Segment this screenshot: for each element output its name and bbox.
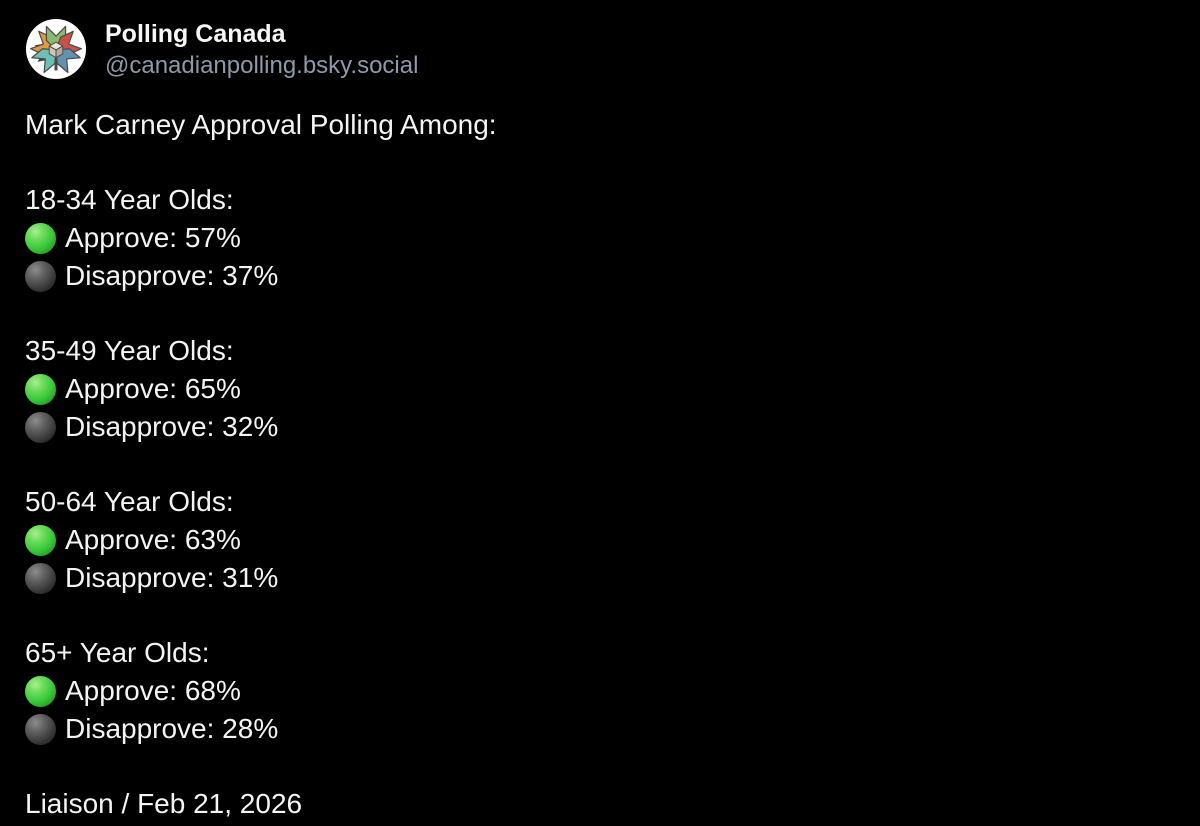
green-circle-icon [25, 524, 56, 556]
black-circle-icon [25, 713, 56, 745]
disapprove-value: Disapprove: 31% [65, 562, 279, 593]
age-group-18-34: 18-34 Year Olds: Approve: 57% Disapprove… [25, 181, 1176, 295]
green-circle-icon [25, 675, 56, 707]
disapprove-value: Disapprove: 28% [65, 713, 279, 744]
age-group-65-plus: 65+ Year Olds: Approve: 68% Disapprove: … [25, 634, 1176, 748]
avatar[interactable] [25, 18, 87, 80]
green-circle-icon [25, 222, 56, 254]
post-body: Mark Carney Approval Polling Among: 18-3… [25, 106, 1176, 823]
approve-value: Approve: 57% [65, 222, 241, 253]
black-circle-icon [25, 562, 56, 594]
approve-value: Approve: 65% [65, 373, 241, 404]
approve-row: Approve: 68% [25, 672, 1176, 710]
age-group-label: 50-64 Year Olds: [25, 486, 234, 517]
post-title: Mark Carney Approval Polling Among: [25, 109, 497, 140]
disapprove-row: Disapprove: 32% [25, 408, 1176, 446]
age-group-35-49: 35-49 Year Olds: Approve: 65% Disapprove… [25, 332, 1176, 446]
age-group-label: 65+ Year Olds: [25, 637, 210, 668]
author-display-name[interactable]: Polling Canada [105, 19, 286, 48]
author-handle[interactable]: @canadianpolling.bsky.social [105, 51, 419, 79]
disapprove-row: Disapprove: 37% [25, 257, 1176, 295]
green-circle-icon [25, 373, 56, 405]
disapprove-row: Disapprove: 31% [25, 559, 1176, 597]
approve-row: Approve: 63% [25, 521, 1176, 559]
approve-row: Approve: 65% [25, 370, 1176, 408]
disapprove-value: Disapprove: 32% [65, 411, 279, 442]
age-group-50-64: 50-64 Year Olds: Approve: 63% Disapprove… [25, 483, 1176, 597]
black-circle-icon [25, 411, 56, 443]
approve-value: Approve: 68% [65, 675, 241, 706]
black-circle-icon [25, 260, 56, 292]
age-group-label: 18-34 Year Olds: [25, 184, 234, 215]
disapprove-value: Disapprove: 37% [65, 260, 279, 291]
approve-row: Approve: 57% [25, 219, 1176, 257]
post-header: Polling Canada @canadianpolling.bsky.soc… [25, 18, 1176, 80]
age-group-label: 35-49 Year Olds: [25, 335, 234, 366]
author-info: Polling Canada @canadianpolling.bsky.soc… [105, 20, 418, 79]
approve-value: Approve: 63% [65, 524, 241, 555]
post-source-date: Liaison / Feb 21, 2026 [25, 788, 303, 819]
disapprove-row: Disapprove: 28% [25, 710, 1176, 748]
